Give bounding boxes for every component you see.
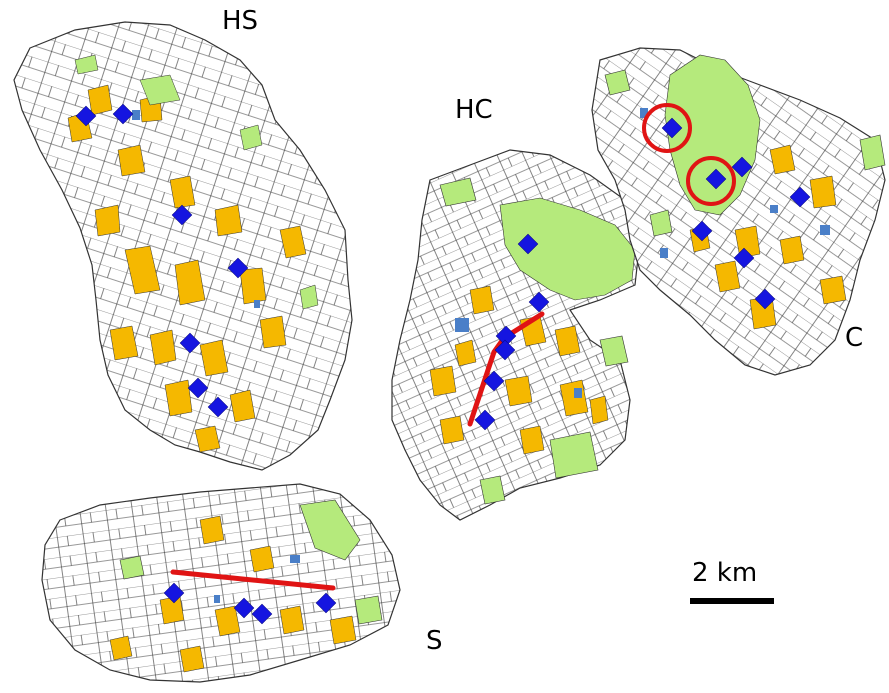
scale-bar [690, 598, 774, 604]
blue-diamond-icon [731, 156, 753, 178]
grassland-s [119, 499, 383, 625]
region-hc-map [391, 149, 641, 521]
region-c-map [591, 47, 886, 376]
grassland-hc [439, 177, 636, 505]
red-circle-icon [686, 156, 736, 206]
blue-diamond-icon [789, 186, 811, 208]
region-hs-outline [13, 21, 353, 471]
blue-diamond-icon [494, 339, 516, 361]
region-label-hs: HS [222, 6, 259, 36]
transect-s-line-icon [170, 569, 336, 591]
region-hs-map [13, 21, 353, 471]
scale-bar-label: 2 km [692, 558, 758, 588]
blue-diamond-icon [495, 325, 517, 347]
region-label-hc: HC [455, 95, 493, 125]
blue-diamond-icon [207, 396, 229, 418]
water-s [214, 555, 300, 603]
water-hs [132, 110, 260, 308]
crop-parcels-hs [67, 84, 307, 453]
transects [170, 311, 545, 591]
sampling-markers [75, 103, 811, 625]
grassland-hs [74, 54, 319, 310]
blue-diamond-icon [179, 332, 201, 354]
blue-diamond-icon [661, 117, 683, 139]
water-hc [455, 318, 582, 398]
region-s-map [41, 483, 401, 683]
blue-diamond-icon [75, 105, 97, 127]
region-label-s: S [426, 626, 443, 656]
blue-diamond-icon [187, 377, 209, 399]
blue-diamond-icon [483, 370, 505, 392]
blue-diamond-icon [474, 409, 496, 431]
blue-diamond-icon [528, 291, 550, 313]
blue-diamond-icon [233, 597, 255, 619]
crop-parcels-s [109, 515, 357, 673]
blue-diamond-icon [163, 582, 185, 604]
blue-diamond-icon [733, 247, 755, 269]
water-c [640, 108, 830, 258]
region-s-outline [41, 483, 401, 683]
blue-diamond-icon [315, 592, 337, 614]
region-label-c: C [845, 323, 864, 353]
blue-diamond-icon [227, 257, 249, 279]
red-circle-icon [642, 103, 692, 153]
blue-diamond-icon [251, 603, 273, 625]
blue-diamond-icon [171, 204, 193, 226]
highlights [642, 103, 736, 206]
blue-diamond-icon [517, 233, 539, 255]
blue-diamond-icon [112, 103, 134, 125]
blue-diamond-icon [705, 168, 727, 190]
transect-hc-line-icon [467, 311, 545, 427]
blue-diamond-icon [754, 288, 776, 310]
blue-diamond-icon [691, 220, 713, 242]
